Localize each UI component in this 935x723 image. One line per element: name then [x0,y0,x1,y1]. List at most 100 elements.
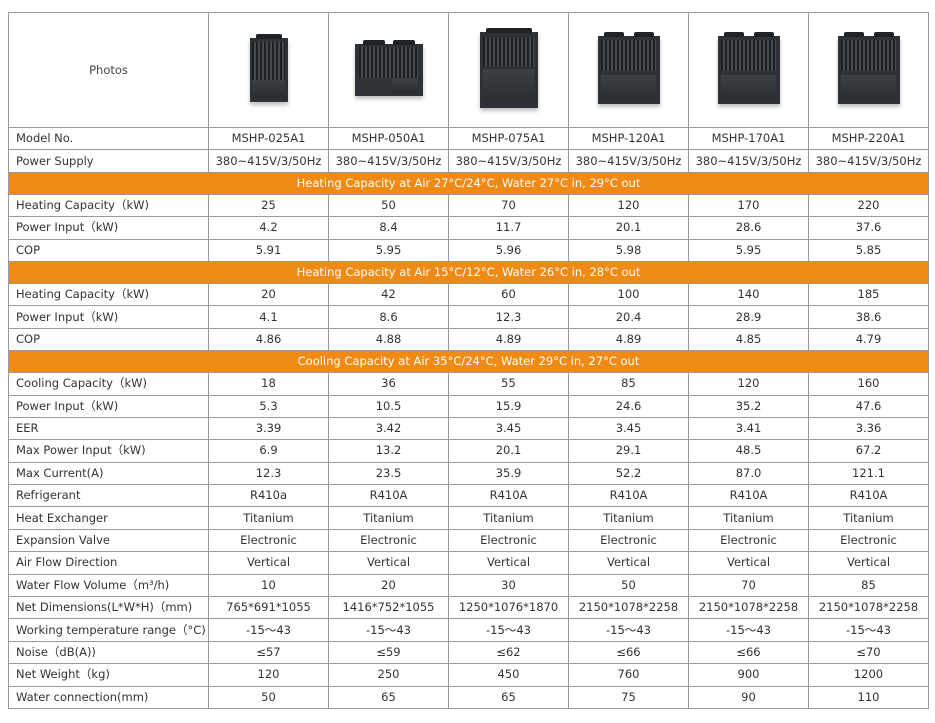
spec-value: MSHP-075A1 [448,126,569,151]
section-header: Heating Capacity at Air 27°C/24°C, Water… [8,171,929,195]
spec-value: 24.6 [568,394,689,418]
spec-value: 380~415V/3/50Hz [568,149,689,173]
spec-value: 8.4 [328,216,449,240]
spec-label: Water connection(mm) [8,685,209,709]
spec-value: 5.95 [328,238,449,262]
heat-pump-unit-large-icon [597,32,660,104]
spec-label: Power Input（kW) [8,394,209,418]
spec-table-body: Photos Model No. MSHP-025A1 MSHP-050A1 MSHP… [8,12,929,709]
spec-row: Cooling Capacity（kW) 18 36 55 85 120 160 [8,372,929,396]
spec-value: 3.42 [328,416,449,441]
spec-value: 20 [208,282,329,307]
spec-value: 18 [208,372,329,396]
spec-value: 48.5 [688,439,809,463]
spec-value: Vertical [448,551,569,575]
spec-value: Titanium [568,506,689,530]
spec-value: 10.5 [328,394,449,418]
spec-value: Vertical [328,551,449,575]
spec-value: Titanium [808,506,929,530]
photo-cell [688,12,809,128]
spec-value: Vertical [208,551,329,575]
spec-value: -15～43 [328,618,449,642]
spec-row: Heat Exchanger Titanium Titanium Titanium Ti… [8,506,929,530]
spec-value: 760 [568,663,689,687]
spec-value: Vertical [568,551,689,575]
spec-label: Heating Capacity（kW) [8,282,209,307]
photo-row: Photos [8,12,929,128]
spec-value: Titanium [208,506,329,530]
heat-pump-unit-tall-icon [479,28,538,108]
spec-label: Expansion Valve [8,528,209,553]
spec-value: 42 [328,282,449,307]
spec-value: 29.1 [568,439,689,463]
spec-value: 1250*1076*1870 [448,596,569,620]
spec-value: 28.6 [688,216,809,240]
spec-value: 35.9 [448,461,569,486]
spec-value: R410a [208,484,329,508]
spec-value: 50 [328,193,449,218]
spec-value: 28.9 [688,305,809,329]
spec-value: 2150*1078*2258 [808,596,929,620]
spec-value: 4.1 [208,305,329,329]
spec-label: Net Dimensions(L*W*H)（mm) [8,596,209,620]
spec-value: 50 [568,573,689,598]
photo-cell [808,12,929,128]
spec-label: Power Input（kW) [8,305,209,329]
spec-value: 12.3 [208,461,329,486]
spec-value: 11.7 [448,216,569,240]
heat-pump-unit-large-icon [837,32,900,104]
spec-value: Titanium [688,506,809,530]
spec-value: 4.2 [208,216,329,240]
spec-value: 5.91 [208,238,329,262]
spec-label: Model No. [8,126,209,151]
spec-value: 5.96 [448,238,569,262]
spec-value: 380~415V/3/50Hz [808,149,929,173]
spec-label: Noise（dB(A)) [8,640,209,665]
spec-value: 380~415V/3/50Hz [448,149,569,173]
spec-value: ≤62 [448,640,569,665]
spec-value: 160 [808,372,929,396]
spec-value: 4.89 [568,327,689,352]
spec-label: Max Power Input（kW) [8,439,209,463]
photo-cell [568,12,689,128]
spec-row: Heating Capacity（kW) 25 50 70 120 170 220 [8,193,929,218]
spec-value: -15～43 [808,618,929,642]
spec-value: ≤59 [328,640,449,665]
spec-value: Electronic [568,528,689,553]
spec-row: Power Input（kW) 4.1 8.6 12.3 20.4 28.9 38.6 [8,305,929,329]
spec-value: 65 [328,685,449,709]
spec-value: 70 [688,573,809,598]
spec-value: 3.45 [448,416,569,441]
spec-row: Heating Capacity（kW) 20 42 60 100 140 185 [8,282,929,307]
spec-value: 70 [448,193,569,218]
spec-value: 121.1 [808,461,929,486]
spec-label: Working temperature range（°C) [8,618,209,642]
spec-value: 250 [328,663,449,687]
spec-row: Water connection(mm) 50 65 65 75 90 110 [8,685,929,709]
spec-value: 20 [328,573,449,598]
spec-label: Net Weight（kg) [8,663,209,687]
spec-row: Noise（dB(A)) ≤57 ≤59 ≤62 ≤66 ≤66 ≤70 [8,640,929,665]
spec-row: Net Dimensions(L*W*H)（mm) 765*691*1055 141… [8,596,929,620]
spec-value: 20.4 [568,305,689,329]
spec-row: Power Supply 380~415V/3/50Hz 380~415V/3/50… [8,149,929,173]
spec-row: COP 5.91 5.95 5.96 5.98 5.95 5.85 [8,238,929,262]
spec-value: R410A [328,484,449,508]
photos-title: Photos [8,12,209,128]
spec-label: Heat Exchanger [8,506,209,530]
spec-value: 38.6 [808,305,929,329]
spec-value: 20.1 [568,216,689,240]
spec-value: 37.6 [808,216,929,240]
spec-value: 170 [688,193,809,218]
spec-value: 52.2 [568,461,689,486]
spec-value: 765*691*1055 [208,596,329,620]
spec-value: 55 [448,372,569,396]
spec-value: 4.88 [328,327,449,352]
spec-row: Max Current(A) 12.3 23.5 35.9 52.2 87.0 121.1 [8,461,929,486]
spec-value: 110 [808,685,929,709]
spec-value: 4.85 [688,327,809,352]
spec-row: Power Input（kW) 4.2 8.4 11.7 20.1 28.6 37.6 [8,216,929,240]
spec-value: 120 [568,193,689,218]
spec-value: 3.39 [208,416,329,441]
spec-value: 1416*752*1055 [328,596,449,620]
